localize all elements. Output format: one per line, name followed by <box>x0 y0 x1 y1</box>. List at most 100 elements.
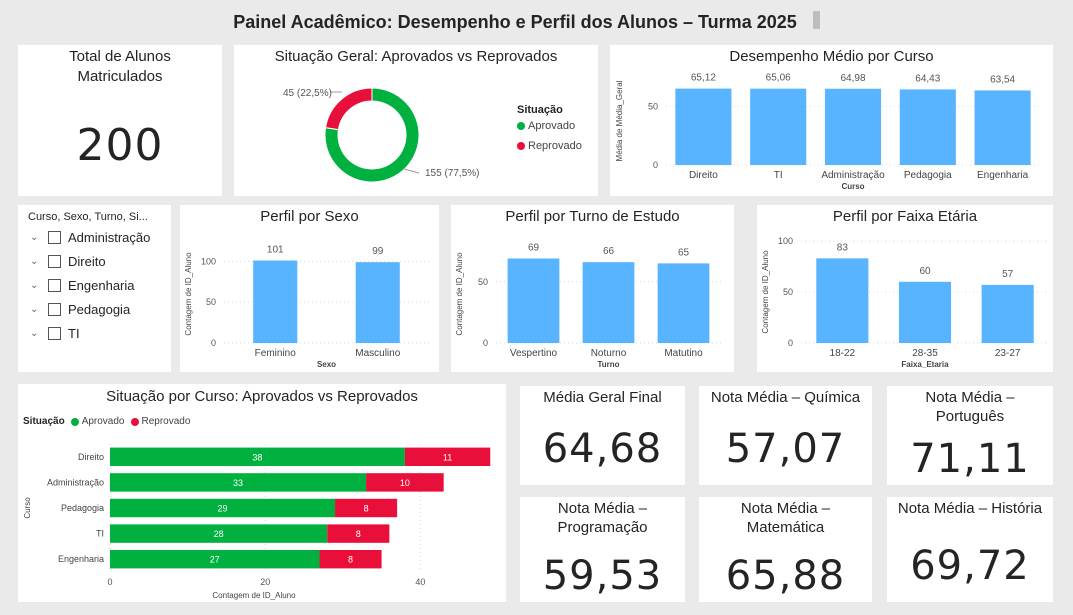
bar-pedagogia-aprovado[interactable] <box>110 498 336 518</box>
data-label: 11 <box>443 452 452 462</box>
x-axis-title: Curso <box>841 182 864 191</box>
data-label: 63,54 <box>990 74 1015 85</box>
bar-pedagogia-reprovado[interactable] <box>335 498 398 518</box>
y-tick-label: TI <box>96 529 104 539</box>
donut-slice-aprovado[interactable] <box>324 87 420 183</box>
bar-23-27[interactable] <box>981 284 1034 343</box>
checkbox[interactable] <box>48 278 61 292</box>
bar-pedagogia[interactable] <box>899 89 956 165</box>
bar-engenharia[interactable] <box>974 90 1031 165</box>
slicer-item-label: Pedagogia <box>68 301 131 317</box>
x-tick-label: 18-22 <box>830 348 856 359</box>
legend-item-reprovado[interactable]: Reprovado <box>130 416 190 427</box>
kpi-media-geral-card: Média Geral Final 64,68 <box>520 386 685 485</box>
y-tick-label: 0 <box>211 338 216 348</box>
checkbox[interactable] <box>48 326 61 340</box>
situacao-curso-card: Situação por Curso: Aprovados vs Reprova… <box>18 384 506 602</box>
bar-noturno[interactable] <box>582 262 635 343</box>
slicer-item-label: Administração <box>68 229 151 245</box>
kpi-matematica-value: 65,88 <box>725 553 846 599</box>
slicer-item-direito[interactable]: ⌄ Direito <box>30 251 106 271</box>
y-axis-title: Média de Média_Geral <box>615 80 624 161</box>
chevron-down-icon[interactable]: ⌄ <box>30 255 39 267</box>
x-tick-label: Pedagogia <box>904 170 952 181</box>
legend-item-aprovado[interactable]: Aprovado <box>70 416 125 427</box>
legend-item-reprovado[interactable]: Reprovado <box>517 140 582 152</box>
data-label: 38 <box>252 452 262 462</box>
bar-ti-aprovado[interactable] <box>110 524 328 543</box>
data-label: 8 <box>364 504 369 514</box>
x-tick-label: 28-35 <box>912 348 938 359</box>
chevron-down-icon[interactable]: ⌄ <box>30 327 39 339</box>
bar-direito-aprovado[interactable] <box>110 447 405 467</box>
data-label: 60 <box>919 266 931 277</box>
x-tick-label: TI <box>774 170 783 181</box>
chevron-down-icon[interactable]: ⌄ <box>30 231 39 243</box>
x-tick-label: Direito <box>689 170 718 181</box>
data-label: 57 <box>1002 269 1014 280</box>
kpi-matematica-title-line2: Matemática <box>746 519 825 536</box>
slicer-item-pedagogia[interactable]: ⌄ Pedagogia <box>30 299 130 319</box>
kpi-total-value: 200 <box>76 120 164 171</box>
bar-feminino[interactable] <box>253 260 298 343</box>
bar-matutino[interactable] <box>657 263 710 343</box>
data-label: 65,12 <box>691 73 716 84</box>
bar-ti[interactable] <box>750 88 807 165</box>
chevron-down-icon[interactable]: ⌄ <box>30 279 39 291</box>
bar-administração-aprovado[interactable] <box>110 473 367 492</box>
legend-dot-reprovado <box>130 417 139 426</box>
checkbox[interactable] <box>48 230 61 244</box>
kpi-portugues-card: Nota Média – Português 71,11 <box>887 386 1053 485</box>
bar-28-35[interactable] <box>898 281 952 343</box>
kpi-programacao-value: 59,53 <box>542 553 663 599</box>
y-tick-label: 100 <box>201 256 216 266</box>
x-tick-label: Noturno <box>591 348 627 359</box>
kpi-historia-card: Nota Média – História 69,72 <box>887 497 1053 602</box>
donut-slice-reprovado[interactable] <box>325 87 373 131</box>
x-axis-title: Turno <box>597 360 619 369</box>
perfil-turno-card: Perfil por Turno de Estudo 0 50 69 Vesperti… <box>451 205 734 372</box>
slice-label-reprovado: 45 (22,5%) <box>283 88 332 99</box>
bar-18-22[interactable] <box>816 258 869 343</box>
slicer-item-engenharia[interactable]: ⌄ Engenharia <box>30 275 135 295</box>
data-label: 33 <box>233 478 243 488</box>
chevron-down-icon[interactable]: ⌄ <box>30 303 39 315</box>
y-tick-label: Administração <box>47 477 104 487</box>
situacao-curso-chart: 0 20 40 Direito 38 11 Administração 33 10 Pedagog… <box>23 444 491 600</box>
checkbox[interactable] <box>48 254 61 268</box>
slicer-item-ti[interactable]: ⌄ TI <box>30 323 80 343</box>
bar-ti-reprovado[interactable] <box>327 524 390 543</box>
y-tick-label: Engenharia <box>58 554 104 564</box>
legend-label-aprovado: Aprovado <box>528 120 576 132</box>
y-tick-label: 50 <box>648 101 658 111</box>
data-label: 28 <box>214 529 224 539</box>
x-tick-label: 0 <box>107 577 112 587</box>
bar-engenharia-reprovado[interactable] <box>319 549 382 569</box>
legend-label-aprovado: Aprovado <box>81 416 125 427</box>
bar-direito[interactable] <box>675 88 732 165</box>
situacao-curso-title: Situação por Curso: Aprovados vs Reprova… <box>106 388 418 405</box>
x-tick-label: Vespertino <box>510 348 558 359</box>
legend-item-aprovado[interactable]: Aprovado <box>517 120 582 132</box>
y-tick-label: Pedagogia <box>61 503 104 513</box>
y-axis-title: Contagem de ID_Aluno <box>184 252 193 336</box>
perfil-faixa-card: Perfil por Faixa Etária 0 50 100 83 18-22 60 2… <box>757 205 1053 372</box>
x-tick-label: 40 <box>415 577 425 587</box>
slicer-item-administracao[interactable]: ⌄ Administração <box>30 227 150 247</box>
bar-administração[interactable] <box>824 88 882 165</box>
kpi-quimica-card: Nota Média – Química 57,07 <box>699 386 872 485</box>
legend-title: Situação <box>23 416 65 427</box>
bar-engenharia-aprovado[interactable] <box>110 549 320 569</box>
kpi-historia-title: Nota Média – História <box>897 500 1043 517</box>
bar-direito-reprovado[interactable] <box>404 447 491 467</box>
data-label: 10 <box>400 478 410 488</box>
perfil-turno-title: Perfil por Turno de Estudo <box>505 208 680 225</box>
y-tick-label: 0 <box>483 338 488 348</box>
bar-administração-reprovado[interactable] <box>366 473 444 492</box>
kpi-programacao-card: Nota Média – Programação 59,53 <box>520 497 685 602</box>
bar-masculino[interactable] <box>355 262 400 343</box>
y-tick-label: 50 <box>478 277 488 287</box>
checkbox[interactable] <box>48 302 61 316</box>
bar-vespertino[interactable] <box>507 258 560 343</box>
scroll-indicator[interactable] <box>813 11 820 29</box>
